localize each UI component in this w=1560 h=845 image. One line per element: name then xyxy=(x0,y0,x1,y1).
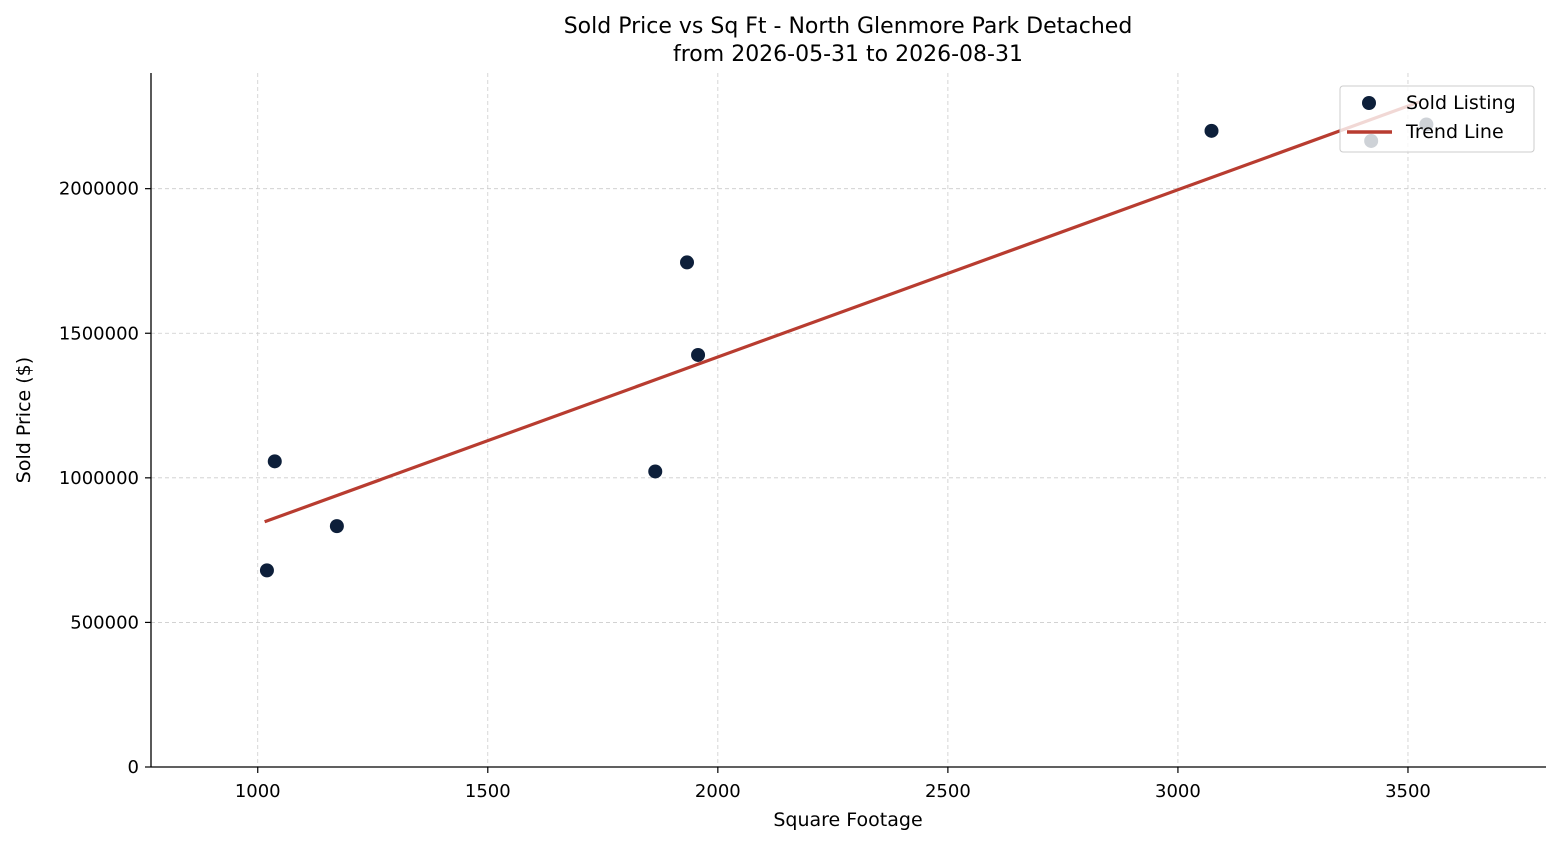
scatter-point xyxy=(1204,123,1219,138)
scatter-point xyxy=(267,454,282,469)
legend-box xyxy=(1339,85,1535,153)
grid-lines xyxy=(151,73,1546,768)
axes xyxy=(150,73,1546,768)
y-axis-label: Sold Price ($) xyxy=(13,357,35,483)
trend-line xyxy=(264,100,1421,524)
x-axis-label: Square Footage xyxy=(773,809,922,831)
x-tick-label: 3000 xyxy=(1155,781,1201,802)
x-ticks: 1000 1500 2000 2500 3000 3500 xyxy=(235,767,1431,802)
y-tick-label: 1500000 xyxy=(59,323,139,344)
scatter-point xyxy=(329,519,344,534)
x-tick-label: 2000 xyxy=(695,781,741,802)
scatter-point xyxy=(680,255,695,270)
scatter-point xyxy=(648,464,663,479)
legend-marker-sold-listing xyxy=(1362,96,1376,110)
x-tick-label: 2500 xyxy=(925,781,971,802)
y-tick-label: 500000 xyxy=(70,612,139,633)
x-tick-label: 3500 xyxy=(1385,781,1431,802)
legend-label-sold-listing: Sold Listing xyxy=(1406,92,1516,114)
chart-subtitle: from 2026-05-31 to 2026-08-31 xyxy=(673,42,1023,67)
y-tick-label: 2000000 xyxy=(59,179,139,200)
chart-title: Sold Price vs Sq Ft - North Glenmore Par… xyxy=(564,14,1133,39)
legend: Sold Listing Trend Line xyxy=(1339,85,1535,153)
scatter-point xyxy=(259,563,274,578)
x-tick-label: 1500 xyxy=(465,781,511,802)
y-tick-label: 1000000 xyxy=(59,468,139,489)
y-tick-label: 0 xyxy=(128,757,139,778)
scatter-points xyxy=(259,117,1434,578)
x-tick-label: 1000 xyxy=(235,781,281,802)
y-ticks: 0 500000 1000000 1500000 2000000 xyxy=(59,179,151,778)
trend-line-layer xyxy=(264,100,1421,524)
legend-label-trend-line: Trend Line xyxy=(1405,121,1504,143)
scatter-point xyxy=(691,347,706,362)
